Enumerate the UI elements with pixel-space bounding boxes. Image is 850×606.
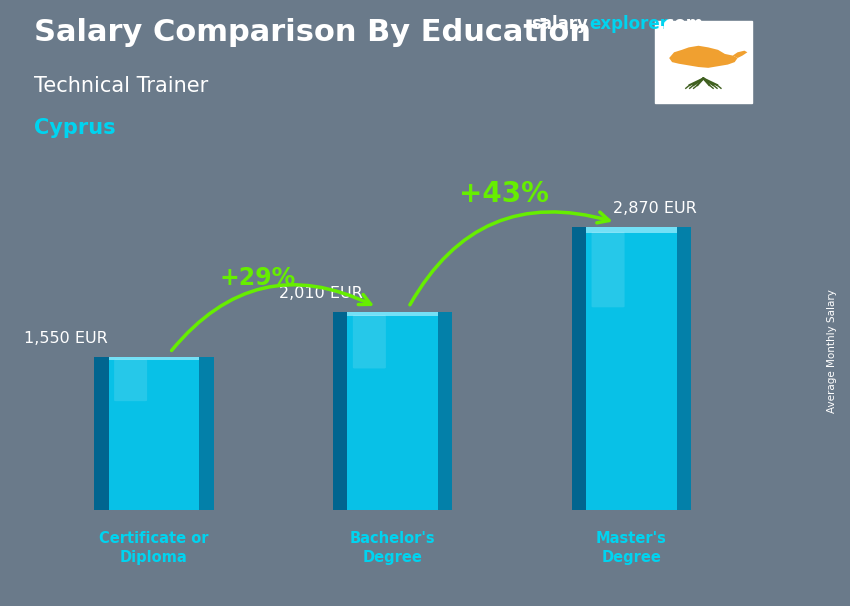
Bar — [199, 358, 213, 510]
FancyBboxPatch shape — [592, 231, 625, 307]
FancyBboxPatch shape — [353, 315, 386, 368]
Text: 2,010 EUR: 2,010 EUR — [279, 285, 363, 301]
Text: 2,870 EUR: 2,870 EUR — [614, 201, 697, 216]
Bar — [572, 227, 691, 510]
Text: Master's
Degree: Master's Degree — [596, 531, 666, 565]
Polygon shape — [733, 51, 747, 58]
Bar — [333, 312, 348, 510]
Bar — [586, 227, 677, 233]
Text: Technical Trainer: Technical Trainer — [34, 76, 208, 96]
Text: explorer: explorer — [589, 15, 668, 33]
Text: Certificate or
Diploma: Certificate or Diploma — [99, 531, 208, 565]
Text: salary: salary — [531, 15, 588, 33]
Text: Bachelor's
Degree: Bachelor's Degree — [350, 531, 435, 565]
Bar — [109, 358, 199, 361]
Text: +43%: +43% — [459, 180, 549, 208]
Bar — [348, 312, 438, 316]
FancyBboxPatch shape — [114, 359, 147, 401]
Text: 1,550 EUR: 1,550 EUR — [25, 331, 108, 346]
Bar — [438, 312, 452, 510]
Bar — [677, 227, 691, 510]
Text: Average Monthly Salary: Average Monthly Salary — [827, 290, 837, 413]
Bar — [94, 358, 213, 510]
Bar — [94, 358, 109, 510]
Bar — [333, 312, 452, 510]
Text: Salary Comparison By Education: Salary Comparison By Education — [34, 18, 591, 47]
Bar — [572, 227, 586, 510]
Text: Cyprus: Cyprus — [34, 118, 116, 138]
Polygon shape — [669, 46, 738, 68]
Text: .com: .com — [659, 15, 704, 33]
Text: +29%: +29% — [219, 266, 296, 290]
